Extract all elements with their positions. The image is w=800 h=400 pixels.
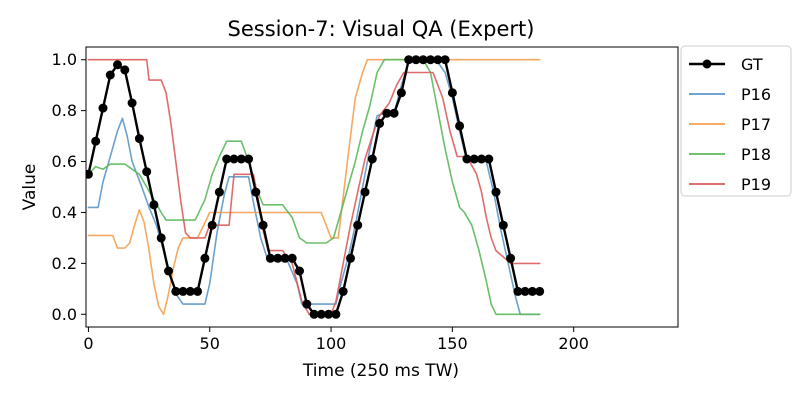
data-point-gt: [222, 154, 232, 164]
y-tick-label: 0.0: [52, 305, 77, 324]
series-line-p17: [87, 58, 541, 316]
data-point-gt: [520, 286, 530, 296]
legend: GT P16 P17 P18 P19: [680, 45, 792, 197]
data-point-gt: [113, 60, 122, 70]
data-point-gt: [353, 220, 363, 230]
data-point-gt: [491, 187, 501, 197]
data-point-gt: [142, 167, 152, 177]
data-point-gt: [426, 55, 435, 65]
data-point-gt: [396, 88, 406, 98]
y-tick-label: 1.0: [52, 50, 77, 69]
data-point-gt: [251, 187, 261, 197]
legend-label-p18: P18: [741, 145, 771, 164]
data-point-gt: [98, 103, 108, 113]
data-point-gt: [324, 309, 334, 319]
x-tick-label: 150: [437, 334, 468, 353]
legend-label-p16: P16: [741, 85, 771, 104]
data-point-gt: [171, 286, 181, 296]
data-point-gt: [229, 154, 239, 164]
data-point-gt: [258, 220, 268, 230]
data-point-gt: [535, 286, 545, 296]
data-point-gt: [338, 286, 348, 296]
data-point-gt: [185, 286, 195, 296]
data-point-gt: [367, 154, 377, 164]
data-point-gt: [120, 65, 130, 75]
legend-label-p19: P19: [741, 175, 771, 194]
y-tick-label: 0.2: [52, 254, 77, 273]
data-point-gt: [527, 286, 537, 296]
data-point-gt: [295, 266, 304, 276]
series-line-gt: [87, 58, 541, 316]
data-point-gt: [178, 286, 188, 296]
data-point-gt: [346, 253, 355, 263]
legend-label-gt: GT: [741, 55, 763, 74]
data-point-gt: [498, 220, 508, 230]
data-point-gt: [127, 98, 137, 108]
series-line-p18: [87, 58, 541, 316]
data-point-gt: [506, 253, 516, 263]
legend-frame: [680, 45, 792, 197]
data-point-gt: [411, 55, 421, 65]
y-tick-label: 0.6: [52, 152, 77, 171]
x-tick-label: 50: [200, 334, 220, 353]
data-point-gt: [484, 154, 494, 164]
data-point-gt: [156, 233, 166, 243]
data-point-gt: [375, 118, 385, 128]
data-point-gt: [149, 200, 159, 210]
data-point-gt: [214, 187, 224, 197]
data-point-gt: [513, 286, 523, 296]
data-point-gt: [360, 187, 370, 197]
data-point-gt: [91, 136, 101, 146]
data-point-gt: [193, 286, 203, 296]
y-axis-label: Value: [20, 164, 40, 211]
data-point-gt: [207, 220, 217, 230]
x-axis-label: Time (250 ms TW): [302, 361, 459, 381]
y-tick-label: 0.4: [52, 203, 77, 222]
data-point-gt: [280, 253, 290, 263]
chart-title: Session-7: Visual QA (Expert): [228, 17, 535, 41]
data-point-gt: [462, 154, 472, 164]
x-tick-label: 0: [83, 334, 93, 353]
data-point-gt: [447, 88, 457, 98]
data-point-gt: [287, 253, 297, 263]
legend-label-p17: P17: [741, 115, 771, 134]
series-line-p16: [87, 61, 541, 316]
y-tick-label: 0.8: [52, 101, 77, 120]
plot-frame: [85, 46, 679, 328]
data-point-gt: [200, 253, 210, 263]
data-point-gt: [331, 309, 341, 319]
data-point-gt: [164, 266, 173, 276]
data-point-gt: [440, 55, 450, 65]
axis-ticks: 0 50 100 150 200 0.0 0.2 0.4 0.6 0.8 1.0: [52, 50, 589, 353]
data-point-gt: [404, 55, 414, 65]
data-point-gt: [418, 55, 428, 65]
data-point-gt: [236, 154, 246, 164]
data-point-gt: [134, 134, 144, 144]
data-point-gt: [265, 253, 275, 263]
legend-marker-gt: [702, 59, 712, 69]
series-layer: [86, 55, 545, 319]
data-point-gt: [86, 169, 93, 179]
x-tick-label: 200: [558, 334, 589, 353]
x-tick-label: 100: [316, 334, 347, 353]
data-point-gt: [302, 299, 312, 309]
data-point-gt: [309, 309, 319, 319]
series-line-p19: [87, 58, 541, 316]
data-point-gt: [477, 154, 486, 164]
plot-area: [85, 46, 679, 328]
data-point-gt: [469, 154, 479, 164]
data-point-gt: [316, 309, 326, 319]
data-point-gt: [389, 108, 399, 118]
data-point-gt: [244, 154, 254, 164]
data-point-gt: [105, 70, 115, 80]
data-point-gt: [273, 253, 283, 263]
data-point-gt: [382, 108, 392, 118]
data-point-gt: [433, 55, 443, 65]
data-point-gt: [455, 121, 465, 131]
